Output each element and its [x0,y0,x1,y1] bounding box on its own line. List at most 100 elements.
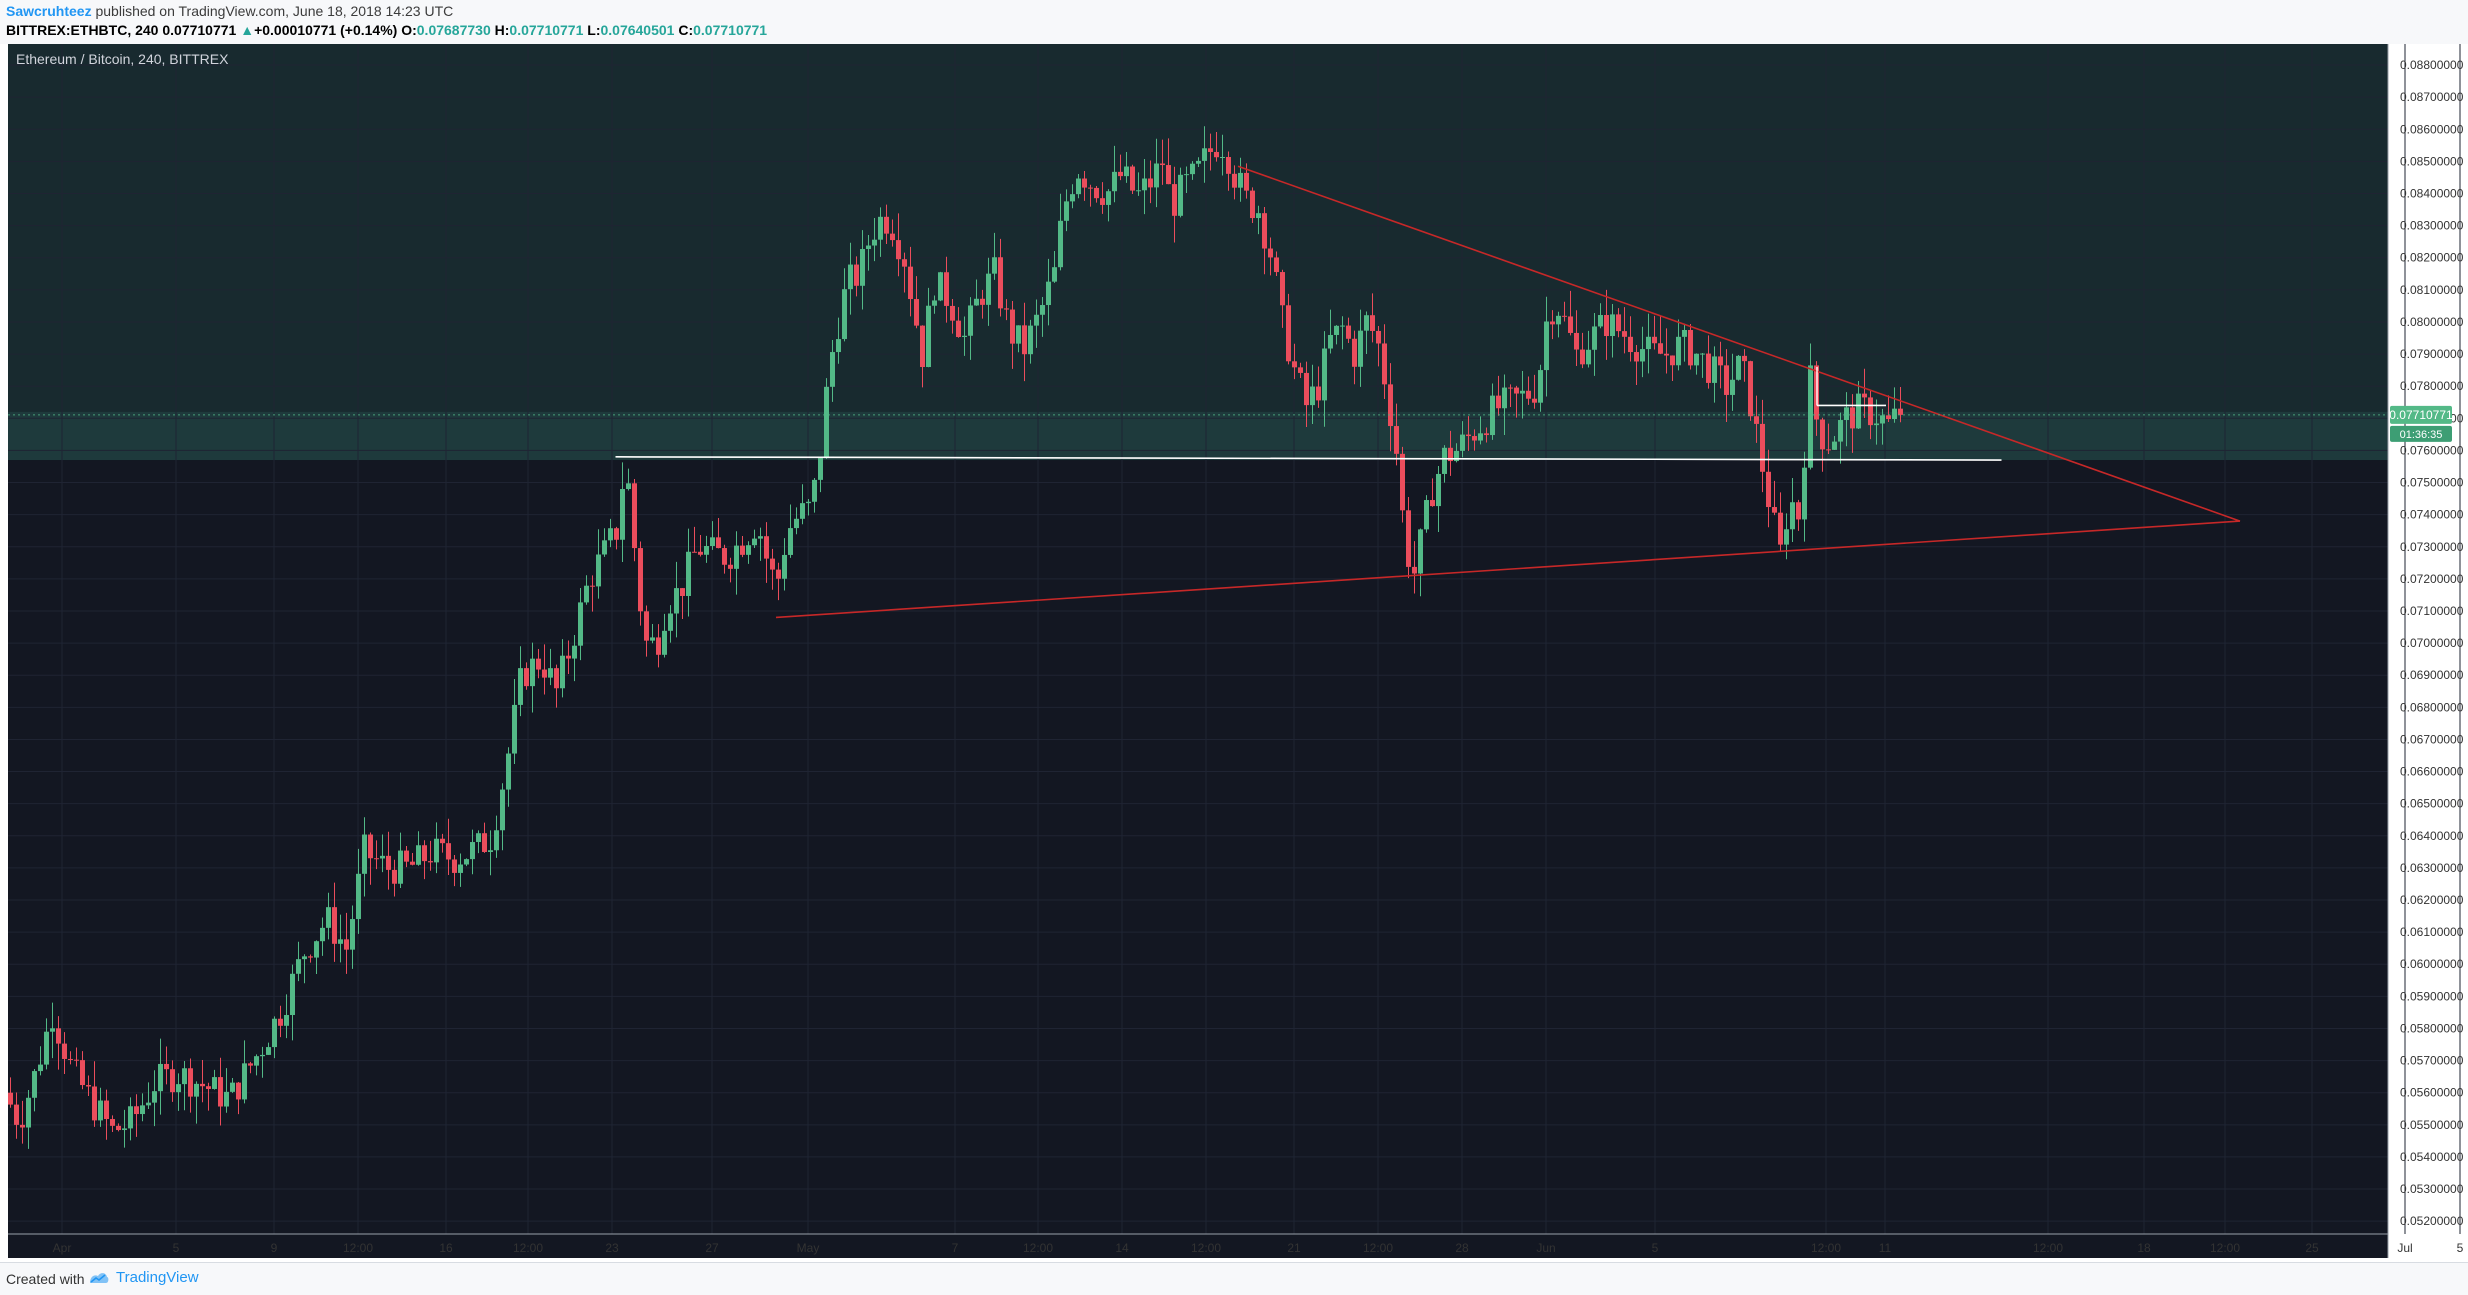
x-tick-label: 12:00 [513,1241,543,1255]
y-tick-label: 0.05900000 [2400,989,2464,1003]
y-tick-label: 0.07400000 [2400,508,2464,522]
candle-body [80,1060,85,1086]
candle-body [1154,163,1159,188]
candle-body [1256,213,1261,219]
brand-label: TradingView [116,1269,199,1286]
candle-body [254,1056,259,1066]
candle-body [524,668,529,687]
candle-body [116,1125,121,1131]
candle-body [1202,148,1207,161]
candle-body [1580,349,1585,365]
candle-body [164,1063,169,1070]
candle-body [770,558,775,570]
candle-body [1862,393,1867,398]
candle-body [356,873,361,920]
candle-body [218,1077,223,1107]
candle-body [1616,314,1621,332]
candle-body [884,216,889,234]
y-tick-label: 0.05400000 [2400,1150,2464,1164]
candle-body [338,939,343,944]
candle-body [386,855,391,870]
candle-body [242,1063,247,1100]
candle-body [716,537,721,549]
candle-body [1124,166,1129,177]
candle-body [1070,194,1075,202]
x-tick-label: 28 [1455,1241,1469,1255]
candle-body [938,272,943,301]
candle-body [1058,220,1063,268]
open-value: 0.07687730 [416,22,491,38]
candle-body [1766,471,1771,508]
y-tick-label: 0.06900000 [2400,668,2464,682]
candle-body [1460,434,1465,451]
candle-body [1466,434,1471,437]
candle-body [650,637,655,641]
candle-body [1244,172,1249,191]
candle-body [614,528,619,540]
candle-body [1754,416,1759,424]
tradingview-brand[interactable]: TradingView [88,1269,199,1286]
candle-body [158,1063,163,1092]
candle-body [1412,566,1417,574]
candle-body [776,569,781,579]
candle-body [326,907,331,928]
candle-body [1622,331,1627,337]
author-link[interactable]: Sawcruhteez [6,3,92,19]
candle-body [1604,315,1609,337]
candle-body [488,850,493,852]
candle-body [1238,172,1243,188]
candle-body [1190,163,1195,175]
candle-body [1850,407,1855,429]
chart-area[interactable]: 0.08800000 0.08700000 0.08600000 0.08500000… [0,44,2468,1260]
chart-footer: Created with TradingView [0,1262,2468,1295]
candle-body [1538,370,1543,403]
candle-body [974,298,979,306]
candle-body [1790,502,1795,530]
candle-body [1688,330,1693,366]
candle-body [1226,157,1231,174]
x-tick-label: 7 [952,1241,959,1255]
candle-body [704,546,709,555]
candle-body [1808,365,1813,468]
candle-body [470,842,475,860]
candle-body [1532,398,1537,403]
candle-body [182,1068,187,1085]
y-tick-label: 0.06500000 [2400,797,2464,811]
candle-body [1214,151,1219,158]
candle-body [1160,163,1165,166]
symbol-label: BITTREX:ETHBTC, 240 [6,22,159,38]
y-tick-label: 0.07600000 [2400,443,2464,457]
candle-body [1292,361,1297,368]
candle-body [122,1128,127,1131]
candle-body [872,239,877,246]
price-tag [2390,405,2452,424]
candle-body [1832,441,1837,450]
candle-body [404,850,409,862]
candle-body [1304,372,1309,406]
y-tick-label: 0.07500000 [2400,476,2464,490]
close-label: C: [678,22,694,38]
candle-body [602,540,607,555]
y-tick-label: 0.08000000 [2400,315,2464,329]
close-value: 0.07710771 [693,22,768,38]
candle-body [746,545,751,555]
candle-body [344,939,349,950]
x-tick-label: 18 [2137,1241,2151,1255]
candle-body [1106,191,1111,205]
candle-body [710,537,715,547]
price-chart[interactable]: 0.08800000 0.08700000 0.08600000 0.08500000… [0,44,2468,1260]
candle-body [1640,349,1645,362]
candle-body [1664,353,1669,356]
candle-body [1628,336,1633,353]
candle-body [1298,367,1303,373]
candle-body [1796,502,1801,520]
candle-body [20,1124,25,1128]
candle-body [1742,355,1747,362]
candle-body [32,1071,37,1098]
candle-body [1670,355,1675,366]
candle-body [518,668,523,705]
candle-body [1136,190,1141,192]
candle-body [722,548,727,565]
high-label: H: [494,22,510,38]
y-tick-label: 0.05300000 [2400,1182,2464,1196]
